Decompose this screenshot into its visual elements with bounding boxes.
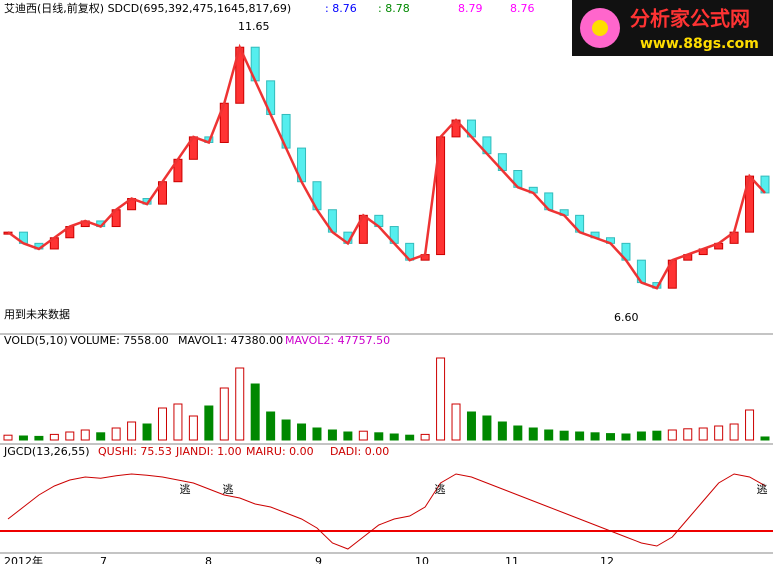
volume-bar [497,421,507,441]
volume-bar [188,415,198,441]
volume-bar [698,427,708,441]
volume-bar [219,387,229,441]
volume-bar [327,429,337,441]
volume-bar [451,403,461,441]
jgcd-title: JGCD(13,26,55) [3,445,90,458]
volume-bar [420,433,430,441]
volume-bar [559,430,569,441]
volume-bar [714,425,724,441]
close-line [7,43,766,290]
high-label: 11.65 [238,20,270,33]
date-label: 11 [505,555,519,564]
logo-name: 分析家公式网 [630,7,750,31]
jgcd-label: DADI: 0.00 [330,445,389,458]
volume-bar [544,429,554,441]
volume-bar [389,433,399,441]
volume-bar [606,433,616,441]
volume-bar [575,431,585,441]
volume-bar [436,357,446,441]
volume-bar [142,423,152,441]
jgcd-label: JIANDI: 1.00 [175,445,242,458]
vol-title: VOLD(5,10) [4,334,68,347]
volume-bar [204,405,214,441]
header-val: 8.76 [510,2,535,15]
date-label: 7 [100,555,107,564]
volume-bar [34,435,44,441]
jgcd-label: QUSHI: 75.53 [98,445,172,458]
header-title: 艾迪西(日线,前复权) SDCD(695,392,475,1645,817,69… [4,1,291,15]
logo-flower [592,20,608,36]
volume-bar [111,427,121,441]
volume-bar [683,428,693,441]
volume-bar [3,434,13,441]
signal: 逃 [180,483,191,496]
volume-bar [18,435,28,441]
header-val: : 8.78 [378,2,410,15]
volume-bar [266,411,276,441]
candle [760,175,770,194]
volume-bar [250,383,260,441]
jgcd-label: MAIRU: 0.00 [246,445,314,458]
volume-bar [127,421,137,441]
vol-label: VOLUME: 7558.00 [70,334,169,347]
volume-bar [358,430,368,441]
volume-bar [405,434,415,441]
note: 用到未来数据 [4,307,70,321]
volume-bar [173,403,183,441]
volume-bar [297,423,307,441]
volume-bar [466,411,476,441]
volume-bar [636,431,646,441]
volume-bar [312,427,322,441]
header-val: 8.79 [458,2,483,15]
volume-bar [65,431,75,441]
volume-bar [760,436,770,441]
volume-bar [49,433,59,441]
low-label: 6.60 [614,311,639,324]
volume-bar [621,433,631,441]
volume-bar [482,415,492,441]
volume-bar [667,429,677,441]
qushi-line [7,473,766,550]
volume-bar [745,409,755,441]
logo-url: www.88gs.com [640,36,759,52]
volume-bar [343,431,353,441]
date-label: 8 [205,555,212,564]
vol-label: MAVOL2: 47757.50 [285,334,390,347]
volume-bar [235,367,245,441]
volume-bar [729,423,739,441]
date-label: 10 [415,555,429,564]
volume-bar [590,432,600,441]
volume-bar [157,407,167,441]
date-label: 9 [315,555,322,564]
date-label: 12 [600,555,614,564]
header-val: : 8.76 [325,2,357,15]
date-label: 2012年 [4,554,43,564]
signal: 逃 [435,483,446,496]
volume-bar [96,432,106,441]
signal: 逃 [223,483,234,496]
vol-label: MAVOL1: 47380.00 [178,334,283,347]
volume-bar [374,432,384,441]
volume-bar [652,430,662,441]
volume-bar [80,429,90,441]
volume-bar [513,425,523,441]
signal: 逃 [757,483,768,496]
volume-bar [528,427,538,441]
volume-bar [281,419,291,441]
